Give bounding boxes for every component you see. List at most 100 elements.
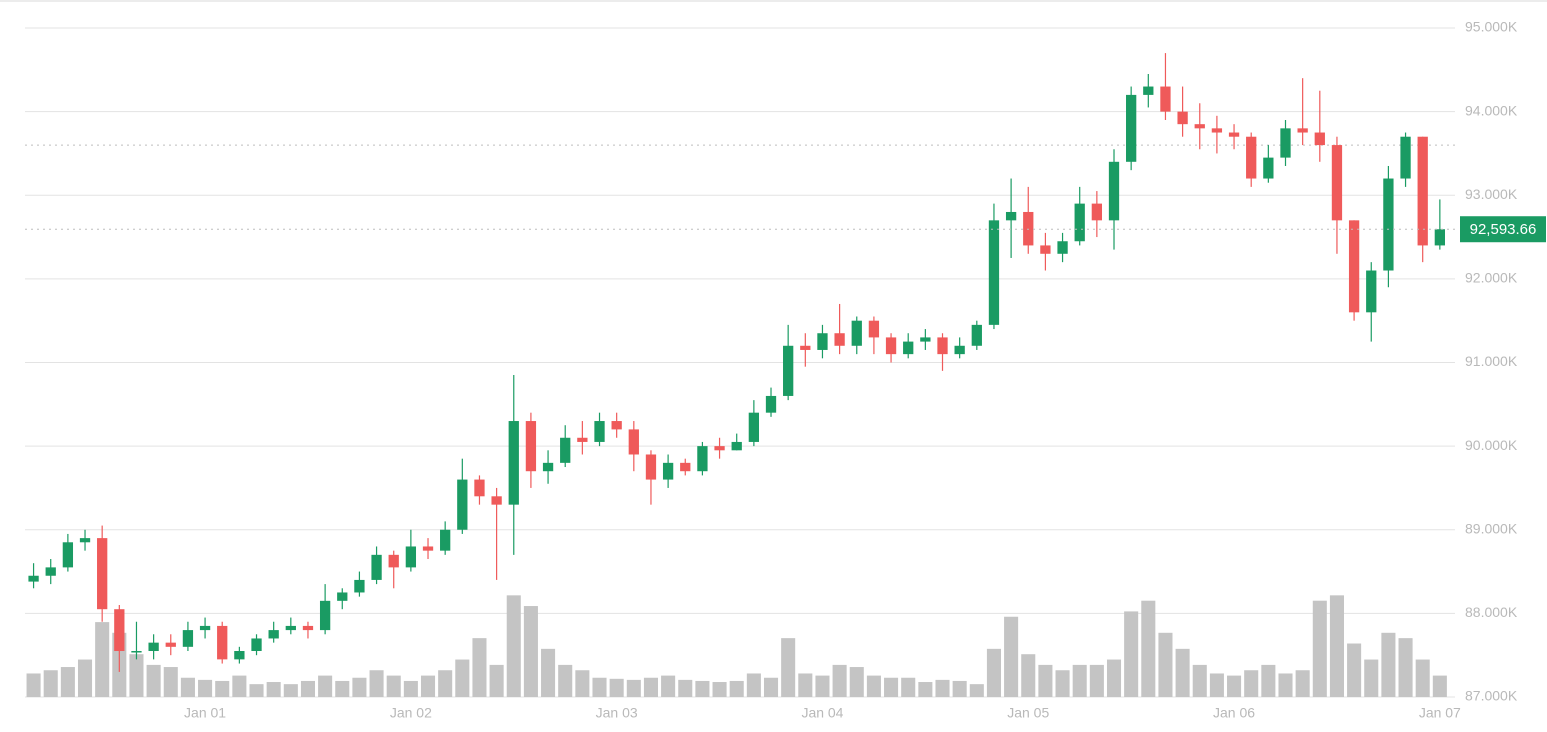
volume-bar bbox=[558, 664, 573, 697]
y-tick-label: 93.000K bbox=[1465, 186, 1518, 202]
volume-bar bbox=[146, 664, 161, 697]
candle-body bbox=[1057, 241, 1068, 254]
candle-body bbox=[748, 412, 760, 442]
candle-body bbox=[1314, 132, 1325, 146]
candle-body bbox=[457, 479, 468, 530]
volume-bar bbox=[335, 680, 350, 697]
candle-body bbox=[1194, 124, 1205, 129]
y-tick-label: 87.000K bbox=[1465, 688, 1518, 704]
volume-bar bbox=[1244, 670, 1259, 697]
candle-body bbox=[79, 538, 91, 543]
volume-bar bbox=[180, 677, 195, 697]
volume-bar bbox=[1415, 659, 1430, 697]
volume-bar bbox=[592, 677, 607, 697]
candle-body bbox=[1366, 270, 1377, 313]
candle-body bbox=[1434, 229, 1445, 246]
candle-body bbox=[1160, 86, 1171, 112]
volume-bar bbox=[1106, 659, 1122, 697]
candle-body bbox=[662, 462, 674, 480]
candle-body bbox=[594, 421, 605, 442]
volume-bar bbox=[1055, 670, 1070, 697]
candle-body bbox=[405, 546, 417, 568]
volume-bar bbox=[215, 680, 230, 697]
candle-body bbox=[97, 538, 108, 610]
candle-body bbox=[1091, 203, 1103, 221]
volume-bar bbox=[232, 675, 247, 697]
volume-bar bbox=[352, 677, 367, 697]
candle-body bbox=[199, 625, 211, 631]
volume-bar bbox=[1364, 659, 1379, 697]
candle-body bbox=[131, 651, 142, 653]
volume-bar bbox=[661, 675, 676, 697]
volume-bar bbox=[472, 638, 487, 697]
candle-body bbox=[62, 542, 74, 568]
volume-bar bbox=[455, 659, 470, 697]
candle-body bbox=[765, 395, 777, 413]
y-tick-label: 94.000K bbox=[1465, 102, 1518, 118]
candle-body bbox=[1211, 128, 1223, 133]
volume-bar bbox=[832, 664, 847, 697]
candle-body bbox=[302, 625, 314, 631]
candle-body bbox=[680, 462, 691, 472]
candle-body bbox=[1263, 157, 1274, 179]
candle-body bbox=[337, 592, 348, 601]
volume-bar bbox=[1432, 675, 1447, 697]
candle-body bbox=[1331, 145, 1343, 221]
volume-bar bbox=[1175, 648, 1190, 697]
y-tick-label: 95.000K bbox=[1465, 19, 1518, 35]
volume-bar bbox=[523, 606, 538, 697]
volume-bar bbox=[1278, 673, 1293, 697]
x-tick-label: Jan 04 bbox=[801, 705, 843, 721]
volume-bar bbox=[1329, 595, 1344, 697]
last-price-tag bbox=[1460, 216, 1546, 243]
candle-body bbox=[268, 630, 279, 639]
candle-body bbox=[1143, 86, 1154, 95]
candle-body bbox=[577, 437, 588, 442]
volume-bar bbox=[678, 679, 693, 697]
volume-bar bbox=[1209, 673, 1224, 697]
candle-body bbox=[834, 333, 845, 346]
volume-bar bbox=[884, 677, 899, 697]
volume-bar bbox=[712, 682, 727, 697]
volume-bar bbox=[198, 679, 213, 697]
volume-bar bbox=[986, 648, 1001, 697]
volume-bar bbox=[1038, 664, 1053, 697]
candle-body bbox=[731, 441, 742, 451]
x-tick-label: Jan 01 bbox=[184, 705, 226, 721]
volume-bar bbox=[266, 682, 281, 697]
candle-body bbox=[474, 479, 485, 497]
candle-body bbox=[251, 638, 262, 652]
volume-bar bbox=[609, 678, 624, 697]
volume-bar bbox=[952, 680, 967, 697]
volume-bar bbox=[403, 680, 418, 697]
volume-bar bbox=[626, 679, 641, 697]
candle-body bbox=[422, 546, 434, 551]
volume-bar bbox=[541, 648, 556, 697]
candle-body bbox=[1074, 203, 1085, 242]
candle-body bbox=[971, 324, 982, 346]
volume-bar bbox=[969, 684, 984, 697]
candle-body bbox=[1108, 161, 1120, 221]
candle-body bbox=[645, 454, 657, 480]
candle-body bbox=[217, 625, 228, 660]
volume-bar bbox=[798, 673, 813, 697]
volume-bar bbox=[781, 638, 796, 697]
volume-bar bbox=[163, 667, 178, 697]
volume-bar bbox=[643, 677, 658, 697]
volume-bar bbox=[849, 667, 864, 697]
volume-bar bbox=[763, 677, 779, 697]
candle-body bbox=[1383, 178, 1394, 271]
candle-body bbox=[525, 421, 537, 472]
candle-body bbox=[1040, 245, 1051, 254]
candle-body bbox=[1126, 94, 1137, 162]
candle-body bbox=[508, 421, 519, 505]
candle-body bbox=[885, 337, 897, 355]
candle-body bbox=[542, 462, 554, 472]
candle-body bbox=[920, 337, 931, 342]
candle-body bbox=[560, 437, 571, 463]
volume-bar bbox=[26, 673, 41, 697]
volume-bar bbox=[815, 675, 830, 697]
x-tick-label: Jan 05 bbox=[1007, 705, 1049, 721]
candle-body bbox=[1417, 136, 1428, 246]
candle-body bbox=[165, 642, 176, 647]
